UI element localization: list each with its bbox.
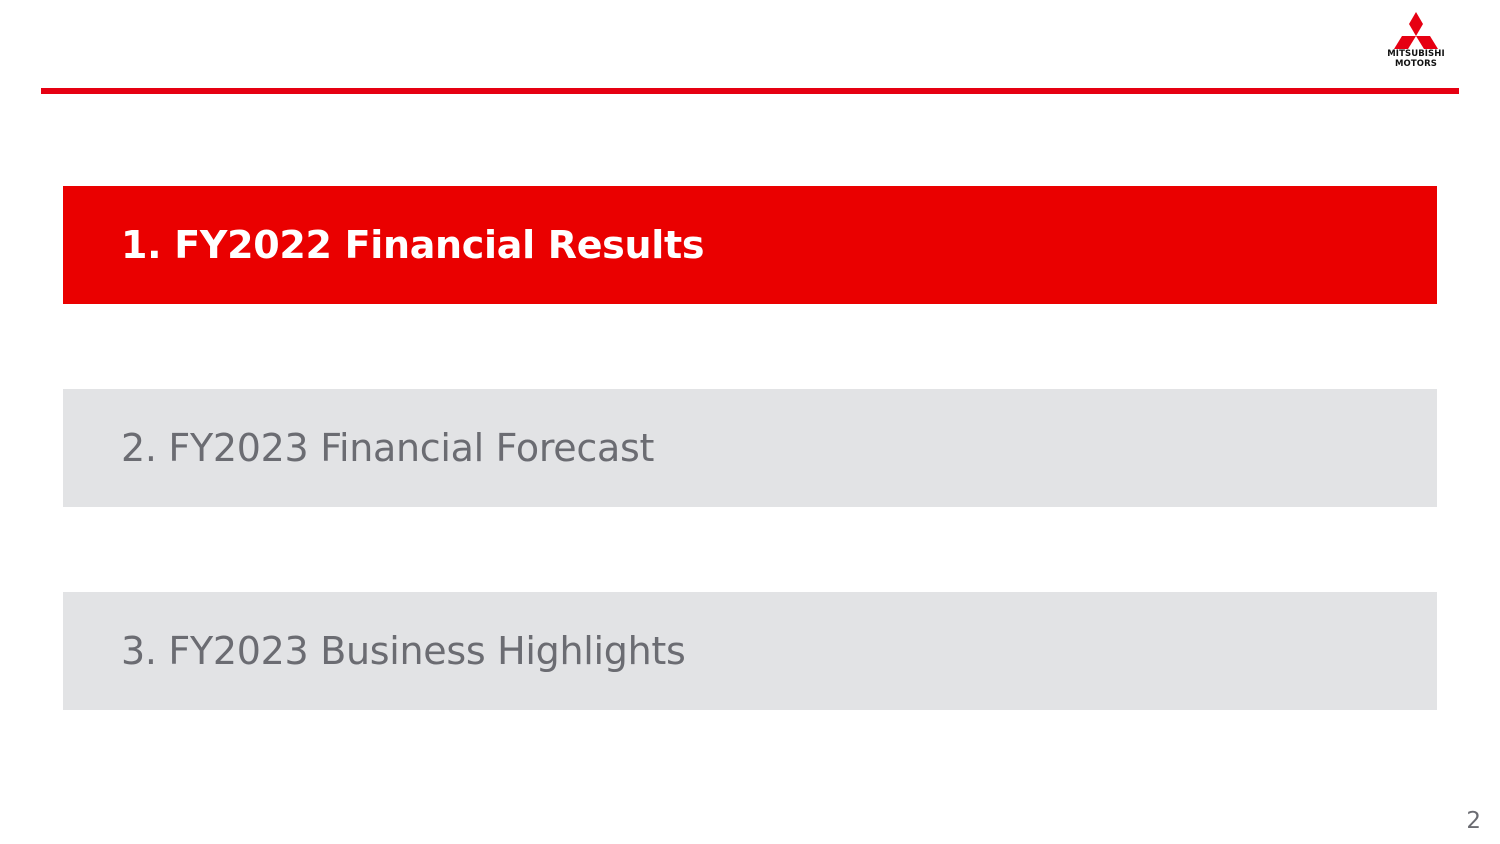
- logo-text-line1: MITSUBISHI: [1387, 49, 1445, 59]
- mitsubishi-motors-logo: MITSUBISHI MOTORS: [1383, 12, 1449, 78]
- agenda-item-business-highlights: 3. FY2023 Business Highlights: [63, 592, 1437, 710]
- agenda-item-label: 1. FY2022 Financial Results: [121, 223, 705, 267]
- agenda-item-label: 3. FY2023 Business Highlights: [121, 629, 686, 673]
- header-red-divider: [41, 88, 1459, 94]
- three-diamonds-icon: [1394, 12, 1438, 49]
- page-number: 2: [1466, 808, 1481, 834]
- agenda-item-financial-results: 1. FY2022 Financial Results: [63, 186, 1437, 304]
- agenda-item-label: 2. FY2023 Financial Forecast: [121, 426, 655, 470]
- logo-text-line2: MOTORS: [1395, 58, 1437, 69]
- agenda-item-financial-forecast: 2. FY2023 Financial Forecast: [63, 389, 1437, 507]
